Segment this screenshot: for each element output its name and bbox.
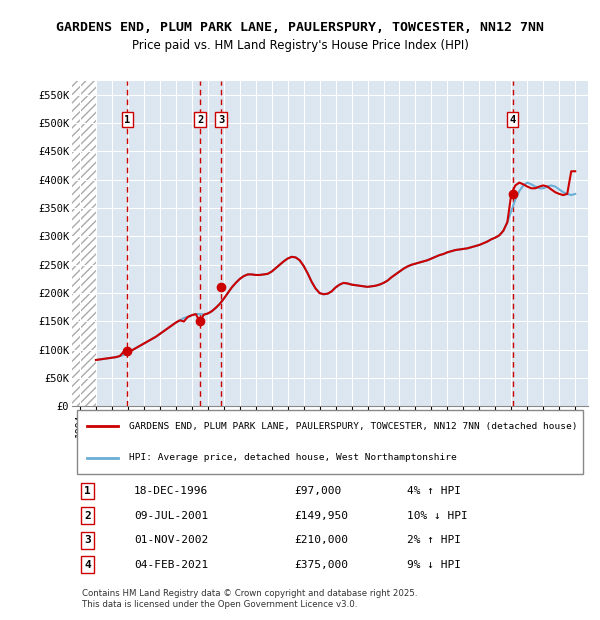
Text: 3: 3 <box>84 535 91 545</box>
Text: HPI: Average price, detached house, West Northamptonshire: HPI: Average price, detached house, West… <box>129 453 457 462</box>
Text: GARDENS END, PLUM PARK LANE, PAULERSPURY, TOWCESTER, NN12 7NN (detached house): GARDENS END, PLUM PARK LANE, PAULERSPURY… <box>129 422 577 431</box>
Text: £149,950: £149,950 <box>294 511 348 521</box>
Text: 10% ↓ HPI: 10% ↓ HPI <box>407 511 468 521</box>
Text: 01-NOV-2002: 01-NOV-2002 <box>134 535 208 545</box>
Text: 2: 2 <box>84 511 91 521</box>
Text: 09-JUL-2001: 09-JUL-2001 <box>134 511 208 521</box>
Text: GARDENS END, PLUM PARK LANE, PAULERSPURY, TOWCESTER, NN12 7NN: GARDENS END, PLUM PARK LANE, PAULERSPURY… <box>56 22 544 34</box>
Text: £97,000: £97,000 <box>294 486 341 496</box>
Text: 4: 4 <box>84 560 91 570</box>
Text: 2% ↑ HPI: 2% ↑ HPI <box>407 535 461 545</box>
Text: Price paid vs. HM Land Registry's House Price Index (HPI): Price paid vs. HM Land Registry's House … <box>131 39 469 51</box>
Text: £375,000: £375,000 <box>294 560 348 570</box>
Text: 3: 3 <box>218 115 224 125</box>
Text: 04-FEB-2021: 04-FEB-2021 <box>134 560 208 570</box>
Text: £210,000: £210,000 <box>294 535 348 545</box>
Text: 4: 4 <box>509 115 516 125</box>
Text: 9% ↓ HPI: 9% ↓ HPI <box>407 560 461 570</box>
Text: 1: 1 <box>124 115 130 125</box>
Text: 18-DEC-1996: 18-DEC-1996 <box>134 486 208 496</box>
Text: Contains HM Land Registry data © Crown copyright and database right 2025.
This d: Contains HM Land Registry data © Crown c… <box>82 589 418 609</box>
Text: 2: 2 <box>197 115 203 125</box>
FancyBboxPatch shape <box>77 410 583 474</box>
Text: 4% ↑ HPI: 4% ↑ HPI <box>407 486 461 496</box>
Text: 1: 1 <box>84 486 91 496</box>
